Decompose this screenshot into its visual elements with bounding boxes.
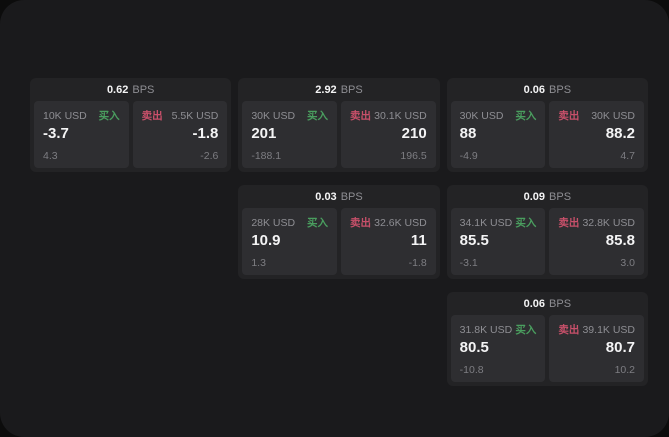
- bps-unit-label: BPS: [549, 83, 572, 96]
- sell-amount: 30.1K USD: [374, 109, 427, 122]
- sell-sub-value: 10.2: [614, 364, 635, 376]
- buy-amount: 30K USD: [459, 109, 504, 122]
- buy-label: 买入: [515, 217, 537, 229]
- sell-label: 卖出: [558, 217, 580, 229]
- sell-panel[interactable]: 卖出 32.8K USD 85.8 3.0: [549, 208, 644, 275]
- sell-sub-value: 3.0: [620, 257, 635, 269]
- bps-value: 0.62: [106, 83, 129, 96]
- quote-card: 2.92 BPS 30K USD 买入 201 -188.1 卖出 30.1K …: [238, 78, 440, 172]
- buy-panel[interactable]: 10K USD 买入 -3.7 4.3: [34, 101, 129, 168]
- buy-sub-value: -188.1: [251, 150, 282, 162]
- sell-panel[interactable]: 卖出 30.1K USD 210 196.5: [341, 101, 436, 168]
- sell-panel[interactable]: 卖出 30K USD 88.2 4.7: [549, 101, 644, 168]
- sell-price: -1.8: [192, 125, 219, 142]
- bps-header: 0.06 BPS: [447, 78, 648, 101]
- quote-card-body: 31.8K USD 买入 80.5 -10.8 卖出 39.1K USD 80.…: [447, 315, 648, 386]
- buy-price: 88: [459, 125, 477, 142]
- sell-price: 88.2: [605, 125, 635, 142]
- bps-value: 2.92: [315, 83, 337, 96]
- buy-price: 80.5: [459, 339, 489, 356]
- bps-header: 0.03 BPS: [238, 185, 439, 208]
- sell-amount: 39.1K USD: [582, 323, 635, 336]
- buy-amount: 31.8K USD: [459, 323, 513, 336]
- buy-label: 买入: [515, 324, 537, 336]
- bps-value: 0.09: [523, 190, 546, 203]
- buy-sub-value: 1.3: [251, 257, 266, 269]
- quote-card: 0.06 BPS 30K USD 买入 88 -4.9 卖出 30K USD: [446, 78, 648, 172]
- quote-card: 0.09 BPS 34.1K USD 买入 85.5 -3.1 卖出 32.8K…: [446, 185, 648, 279]
- bps-value: 0.06: [523, 83, 546, 96]
- buy-sub-value: 4.3: [43, 150, 58, 162]
- sell-sub-value: 196.5: [400, 150, 427, 162]
- sell-amount: 32.8K USD: [582, 216, 635, 229]
- quote-card: 0.06 BPS 31.8K USD 买入 80.5 -10.8 卖出 39.1…: [446, 292, 648, 386]
- buy-label: 买入: [307, 110, 328, 122]
- buy-amount: 28K USD: [251, 216, 296, 229]
- quote-card-body: 10K USD 买入 -3.7 4.3 卖出 5.5K USD -1.8 -2.…: [30, 101, 231, 172]
- buy-panel[interactable]: 30K USD 买入 201 -188.1: [242, 101, 337, 168]
- buy-panel[interactable]: 31.8K USD 买入 80.5 -10.8: [450, 315, 546, 382]
- bps-unit-label: BPS: [132, 83, 155, 96]
- bps-header: 0.06 BPS: [447, 292, 648, 315]
- bps-unit-label: BPS: [340, 83, 363, 96]
- quote-card-body: 30K USD 买入 88 -4.9 卖出 30K USD 88.2 4.7: [447, 101, 648, 172]
- bps-value: 0.06: [523, 297, 546, 310]
- sell-price: 80.7: [605, 339, 635, 356]
- sell-amount: 5.5K USD: [171, 109, 219, 122]
- quote-card-body: 30K USD 买入 201 -188.1 卖出 30.1K USD 210 1…: [238, 101, 439, 172]
- buy-price: -3.7: [43, 125, 69, 142]
- buy-label: 买入: [515, 110, 537, 122]
- buy-amount: 34.1K USD: [459, 216, 513, 229]
- buy-sub-value: -3.1: [459, 257, 478, 269]
- sell-price: 11: [410, 232, 427, 249]
- buy-price: 201: [251, 125, 277, 142]
- buy-amount: 10K USD: [43, 109, 87, 122]
- bps-unit-label: BPS: [549, 190, 572, 203]
- sell-sub-value: -2.6: [200, 150, 219, 162]
- sell-sub-value: -1.8: [408, 257, 427, 269]
- quote-card-body: 28K USD 买入 10.9 1.3 卖出 32.6K USD 11 -1.8: [238, 208, 439, 279]
- sell-label: 卖出: [558, 324, 580, 336]
- sell-label: 卖出: [350, 217, 371, 229]
- sell-label: 卖出: [350, 110, 371, 122]
- buy-panel[interactable]: 34.1K USD 买入 85.5 -3.1: [450, 208, 546, 275]
- quote-card: 0.03 BPS 28K USD 买入 10.9 1.3 卖出 32.6K US…: [238, 185, 440, 279]
- sell-panel[interactable]: 卖出 32.6K USD 11 -1.8: [341, 208, 436, 275]
- bps-value: 0.03: [315, 190, 337, 203]
- quote-card: 0.62 BPS 10K USD 买入 -3.7 4.3 卖出 5.5K USD: [30, 78, 232, 172]
- buy-price: 85.5: [459, 232, 489, 249]
- sell-amount: 30K USD: [591, 109, 635, 122]
- sell-sub-value: 4.7: [620, 150, 635, 162]
- sell-panel[interactable]: 卖出 39.1K USD 80.7 10.2: [549, 315, 644, 382]
- buy-price: 10.9: [251, 232, 281, 249]
- buy-amount: 30K USD: [251, 109, 296, 122]
- sell-price: 210: [401, 125, 427, 142]
- bps-header: 0.62 BPS: [30, 78, 231, 101]
- buy-label: 买入: [98, 110, 120, 122]
- bps-unit-label: BPS: [549, 297, 572, 310]
- sell-amount: 32.6K USD: [374, 216, 427, 229]
- sell-label: 卖出: [558, 110, 580, 122]
- bps-unit-label: BPS: [340, 190, 363, 203]
- buy-sub-value: -10.8: [459, 364, 484, 376]
- sell-panel[interactable]: 卖出 5.5K USD -1.8 -2.6: [132, 101, 228, 168]
- buy-panel[interactable]: 30K USD 买入 88 -4.9: [450, 101, 546, 168]
- buy-sub-value: -4.9: [459, 150, 478, 162]
- buy-label: 买入: [307, 217, 328, 229]
- quote-card-body: 34.1K USD 买入 85.5 -3.1 卖出 32.8K USD 85.8…: [447, 208, 648, 279]
- bps-header: 2.92 BPS: [238, 78, 439, 101]
- sell-label: 卖出: [141, 110, 163, 122]
- bps-header: 0.09 BPS: [447, 185, 648, 208]
- quote-card-grid: 0.62 BPS 10K USD 买入 -3.7 4.3 卖出 5.5K USD: [30, 78, 648, 386]
- buy-panel[interactable]: 28K USD 买入 10.9 1.3: [242, 208, 337, 275]
- sell-price: 85.8: [605, 232, 635, 249]
